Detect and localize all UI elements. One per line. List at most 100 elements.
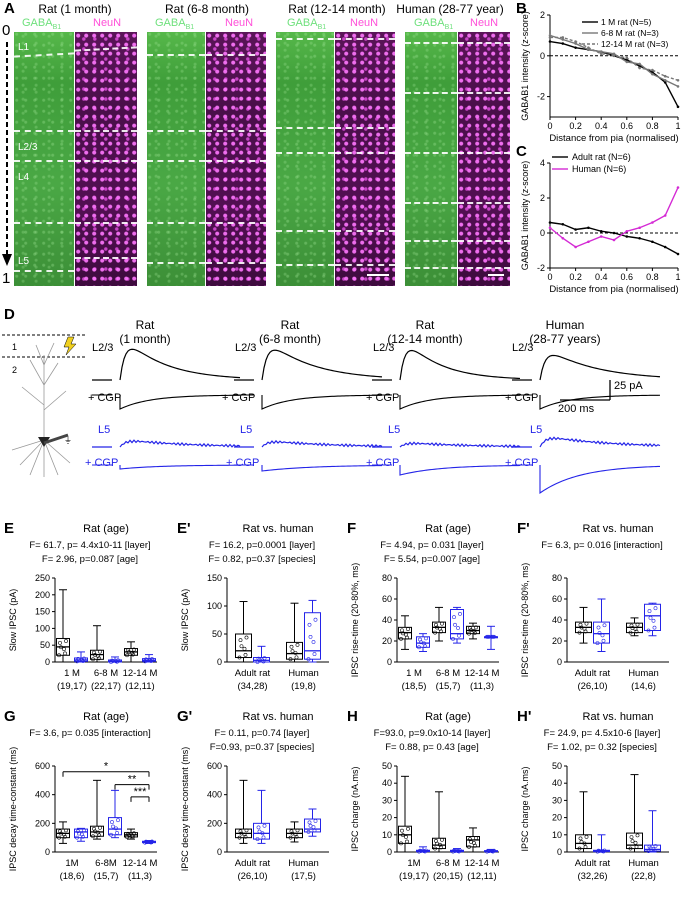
series-point [625,56,629,60]
panelA-title-2: Rat (6-8 month) [164,2,250,16]
box [644,603,661,631]
data-point [295,828,300,833]
data-point [578,836,583,841]
x-tick-label: 0 [547,272,552,282]
stats-line: F= 16.2, p=0.0001 [layer] [209,540,315,551]
data-point [91,657,95,662]
data-point [81,834,85,839]
stats-line: F= 0.11, p=0.74 [layer] [215,728,310,739]
box [575,834,592,850]
series-point [548,34,552,37]
stain-gaba-2: GABAB1 [155,17,195,32]
data-point [634,629,639,634]
data-point [97,656,101,661]
data-point [579,840,584,844]
data-point [487,849,491,854]
y-tick-label: 10 [552,830,562,840]
x-tick-label: 0.8 [646,272,659,282]
chart-title: Rat (age) [425,523,471,535]
d-row-l23-4: L2/3 [512,342,534,354]
legend-label: 12-14 M rat (N=3) [601,39,668,49]
series-point [638,236,641,240]
layer-mark-1: 1 [12,342,17,352]
category-label: 12-14 M [465,668,500,679]
series-point [663,74,667,78]
data-point [401,833,405,838]
data-point [243,653,248,657]
layer-label-l4: L4 [18,172,30,183]
data-point [583,845,588,849]
data-point [294,655,299,660]
series-point [625,60,629,64]
panel-label-a: A [4,0,15,17]
y-tick-label: 10 [382,830,392,840]
data-point [646,849,651,854]
x-axis-label: Distance from pia (normalised) [549,133,678,144]
d-row-l5-3: L5 [388,424,401,436]
category-label: Adult rat [235,858,271,869]
y-axis-label: IPSC decay time-constant (ms) [180,747,190,872]
data-point [307,622,312,627]
stain-neun-4: NeuN [470,17,499,29]
data-point [145,658,149,662]
category-label: 6-8M [95,858,117,869]
panel-label-f2: F' [517,520,530,537]
data-point [289,644,294,649]
neuron-icon [11,342,71,477]
svg-text:⏚: ⏚ [64,436,72,445]
y-tick-label: 200 [207,818,222,828]
neuron-schematic: 1 2 ⏚ [2,334,86,477]
stats-line: F= 0.88, p= 0.43 [age] [385,742,479,753]
series-point [587,240,590,244]
data-point [635,622,640,627]
series-point [574,46,577,49]
data-point [93,829,97,834]
data-point [453,622,457,627]
y-tick-label: 0 [557,847,562,857]
series-point [599,235,603,238]
d-row-l5-2: L5 [240,424,253,436]
series-point [663,81,667,84]
series-point [651,240,654,244]
stats-line: F=0.93, p=0.37 [species] [210,742,315,753]
data-point [577,630,582,635]
data-point [423,849,427,854]
data-point [456,626,460,630]
category-n: (26,10) [577,681,607,692]
series-point [599,50,603,54]
data-point [474,836,478,840]
data-point [492,848,496,853]
category-n: (19,17) [399,871,429,882]
box [108,817,122,836]
panel-label-d: D [4,306,15,323]
pipette-icon [43,433,69,445]
data-point [602,848,607,853]
d-row-cgp5-1: + CGP [85,457,119,469]
data-point [630,839,635,844]
data-point [485,849,489,854]
data-point [257,829,262,834]
data-point [111,824,115,829]
trace-l23-cgp [234,394,383,410]
x-tick-label: 0.2 [569,121,582,131]
y-tick-label: 150 [35,607,50,617]
stats-line: F= 1.02, p= 0.32 [species] [547,742,657,753]
data-point [294,834,299,839]
panel-label-g2: G' [177,708,193,725]
data-point [311,825,316,830]
data-point [469,628,473,633]
data-point [401,631,405,636]
category-label: 1M [407,858,420,869]
scale-bar-human [488,274,504,276]
series-point [561,236,565,240]
histo-human-gaba [405,32,457,286]
stain-neun-2: NeuN [225,17,254,29]
y-tick-label: 250 [35,573,50,583]
histo-rat1m-neun [75,32,137,286]
data-point [628,630,633,635]
scale-y-label: 25 pA [614,380,643,392]
y-tick-label: 200 [35,590,50,600]
data-point [648,846,653,851]
trace-l23 [234,349,383,381]
series-point [548,221,552,224]
